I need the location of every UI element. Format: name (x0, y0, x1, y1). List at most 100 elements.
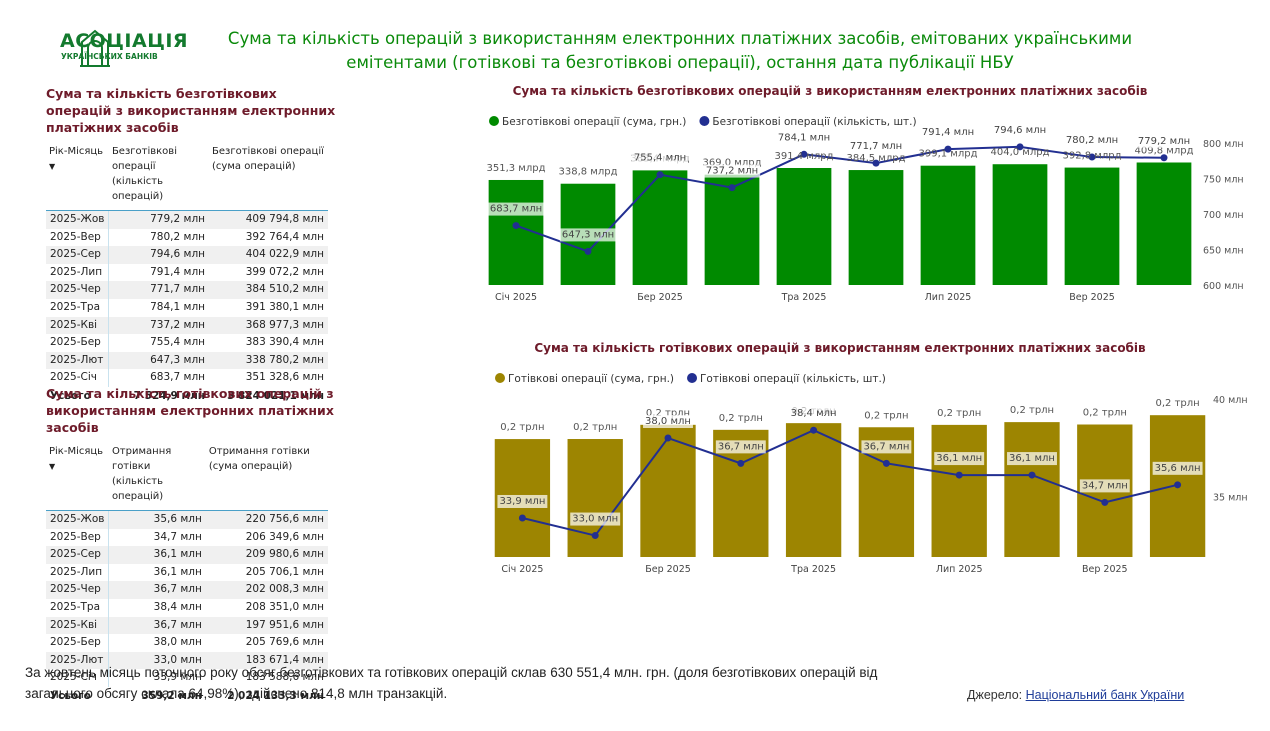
table-cell: 351 328,6 млн (245, 371, 324, 384)
table-cell: 33,0 млн (108, 651, 206, 670)
total-cell: 2 024 133,3 млн (227, 690, 324, 703)
footer-text: За жовтень місяць поточного року обсяг б… (25, 665, 878, 701)
line (515, 145, 1165, 253)
table-row: 2025-Жов 35,6 млн 220 756,6 млн (46, 510, 328, 529)
bar-value-label: 0,2 трлн (500, 422, 544, 433)
table-cell: 36,7 млн (108, 616, 206, 635)
logo-title: АСОЦІАЦІЯ (60, 30, 189, 52)
table-cell: 383 390,4 млн (245, 336, 324, 349)
total-cell: 3 824 021,1 млн (227, 390, 324, 403)
table-cell: 38,4 млн (153, 600, 202, 613)
table-row: 2025-Кві 737,2 млн 368 977,3 млн (46, 316, 328, 335)
source-link[interactable]: Національний банк України (1025, 688, 1185, 702)
logo-icon (80, 29, 110, 67)
y2-tick-label: 700 млн (1203, 210, 1244, 221)
line-point (737, 459, 745, 467)
line-value-label: 647,3 млн (562, 229, 614, 240)
line-point (944, 145, 952, 153)
line-value-label: 35,6 млн (1155, 463, 1201, 474)
total-cell: 359,2 млн (141, 690, 202, 703)
logo-subtitle: УКРАЇНСЬКИХ БАНКІВ (61, 52, 158, 61)
line-value-label: 794,6 млн (994, 125, 1046, 136)
bar (785, 423, 842, 557)
legend-marker (699, 116, 710, 126)
table-cell: 2025-Лип (46, 563, 110, 582)
sort-arrow: ▼ (49, 162, 56, 171)
line-point (872, 159, 880, 167)
line-point (882, 459, 890, 467)
line-value-label: 36,7 млн (863, 441, 909, 452)
label-background (643, 415, 693, 429)
bar (632, 170, 688, 285)
table-cell: 183 671,4 млн (205, 651, 328, 670)
table-cell: 36,7 млн (108, 581, 206, 599)
bar-value-label: 399,1 млрд (918, 149, 977, 160)
label-background (847, 140, 905, 154)
chart-title: Сума та кількість готівкових операцій з … (534, 341, 1146, 355)
column-header-text: Рік-Місяць (49, 446, 104, 457)
table-cell: 780,2 млн (150, 230, 206, 243)
column-header: Безготівкові операції (кількість операці… (108, 144, 210, 211)
bar (931, 424, 987, 557)
line-value-label: 34,7 млн (1082, 480, 1128, 491)
line-point (728, 184, 736, 192)
line (522, 429, 1178, 537)
table-cell: 38,0 млн (153, 636, 202, 649)
table-cell: 404 022,9 млн (209, 246, 328, 264)
line-value-label: 36,7 млн (718, 441, 764, 452)
table-cell: 338 780,2 млн (209, 351, 328, 370)
sort-arrow: ▼ (49, 462, 56, 471)
bar-value-label: 0,2 трлн (937, 408, 981, 419)
line-point (518, 514, 526, 522)
y2-tick-label: 750 млн (1203, 175, 1244, 186)
label-background (487, 202, 545, 216)
label-background (715, 440, 766, 454)
bar-value-label: 384,5 млрд (846, 153, 905, 164)
table-cell: 399 072,2 млн (245, 265, 324, 278)
table-cell: 206 349,6 млн (245, 530, 324, 543)
line-point (1028, 471, 1036, 479)
table-cell: 2025-Тра (46, 598, 110, 617)
table-row: 2025-Сер 36,1 млн 209 980,6 млн (46, 546, 328, 564)
line-value-label: 38,0 млн (645, 416, 691, 427)
bar-value-label: 0,2 трлн (1156, 398, 1200, 409)
table-cell: 784,1 млн (150, 300, 206, 313)
bar-value-label: 0,2 трлн (1010, 405, 1054, 416)
source-label: Джерело: (967, 688, 1023, 702)
line-point (1101, 498, 1109, 506)
label-background (1007, 452, 1057, 466)
label-background (497, 494, 548, 508)
column-header: Рік-Місяць ▼ (46, 144, 109, 211)
table-row: 2025-Жов 779,2 млн 409 794,8 млн (46, 210, 328, 229)
table-cell: 791,4 млн (150, 265, 206, 278)
total-row: Усього 359,2 млн 2 024 133,3 млн (46, 687, 328, 707)
table-panel: Сума та кількість готівкових операцій з … (46, 385, 336, 707)
line-point (1174, 481, 1182, 489)
bar-value-label: 0,2 трлн (573, 422, 617, 433)
label-background (1135, 134, 1193, 148)
line-value-label: 33,9 млн (499, 496, 545, 507)
table-cell: 2025-Жов (46, 210, 110, 229)
line-value-label: 36,1 млн (936, 453, 982, 464)
table-cell: 391 380,1 млн (245, 300, 324, 313)
table-row: 2025-Тра 784,1 млн 391 380,1 млн (46, 298, 328, 317)
table-cell: 2025-Лип (46, 263, 110, 282)
line-value-label: 737,2 млн (706, 166, 758, 177)
line-point (800, 150, 808, 158)
label-background (775, 131, 833, 145)
x-tick-label: Вер 2025 (1082, 564, 1128, 575)
label-background (1063, 134, 1121, 148)
table-row: 2025-Лип 36,1 млн 205 706,1 млн (46, 563, 328, 582)
line-value-label: 36,1 млн (1009, 453, 1055, 464)
x-tick-label: Бер 2025 (637, 292, 683, 303)
table-cell: 2025-Вер (46, 228, 110, 247)
table-cell: 779,2 млн (108, 210, 210, 229)
line-point (1160, 154, 1168, 162)
table-cell: 771,7 млн (108, 281, 210, 299)
bar (776, 167, 832, 285)
table-cell: 647,3 млн (108, 351, 210, 370)
table-cell: 384 510,2 млн (209, 281, 328, 299)
table-cell: 2025-Сер (46, 546, 110, 564)
column-header: Отримання готівки (кількість операцій) (108, 444, 206, 511)
